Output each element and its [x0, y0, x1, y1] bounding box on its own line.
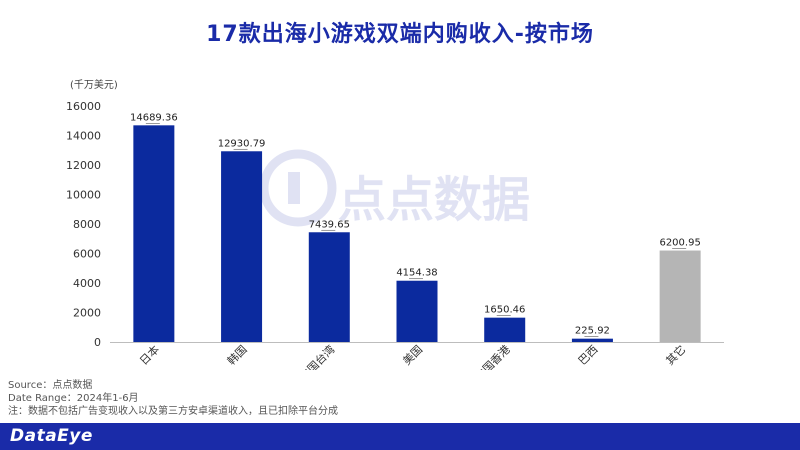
y-tick-label: 16000 [66, 100, 101, 113]
x-tick-label: 韩国 [224, 342, 249, 367]
footer-bar: DataEye [0, 423, 800, 450]
y-tick-label: 14000 [66, 130, 101, 143]
x-tick-label: 日本 [137, 342, 162, 367]
source-note: Source：点点数据 [8, 380, 93, 391]
data-label: 225.92 [575, 326, 610, 337]
remark-note: 注：数据不包括广告变现收入以及第三方安卓渠道收入，且已扣除平台分成 [8, 406, 338, 417]
bar [133, 125, 175, 342]
bar [308, 232, 350, 342]
y-tick-label: 4000 [73, 277, 101, 290]
x-tick-label: 巴西 [576, 343, 601, 368]
chart-notes: Source：点点数据 Date Range：2024年1-6月 注：数据不包括… [8, 379, 338, 418]
date-range-note: Date Range：2024年1-6月 [8, 393, 139, 404]
y-tick-label: 2000 [73, 307, 101, 320]
x-tick-label: 中国台湾 [296, 342, 337, 370]
y-tick-label: 0 [94, 336, 101, 349]
data-label: 6200.95 [659, 238, 700, 249]
bar [571, 338, 613, 342]
y-tick-label: 6000 [73, 248, 101, 261]
bar [484, 317, 526, 342]
data-label: 14689.36 [130, 112, 178, 123]
data-label: 7439.65 [309, 219, 350, 230]
y-tick-label: 8000 [73, 218, 101, 231]
bar [221, 151, 263, 342]
data-label: 4154.38 [396, 268, 437, 279]
x-tick-label: 中国香港 [473, 343, 513, 370]
data-label: 12930.79 [218, 138, 266, 149]
x-tick-label: 美国 [400, 343, 425, 368]
bar [396, 280, 438, 342]
y-axis-unit-label: (千万美元) [70, 80, 118, 91]
chart-title: 17款出海小游戏双端内购收入-按市场 [206, 22, 594, 47]
y-tick-label: 12000 [66, 159, 101, 172]
x-tick-label: 其它 [663, 342, 688, 367]
bar [659, 250, 701, 342]
y-tick-label: 10000 [66, 189, 101, 202]
data-label: 1650.46 [484, 305, 525, 316]
brand-logo: DataEye [10, 426, 93, 446]
bar-chart: 0 2000 4000 6000 8000 10000 12000 14000 16000 146… [66, 100, 724, 370]
